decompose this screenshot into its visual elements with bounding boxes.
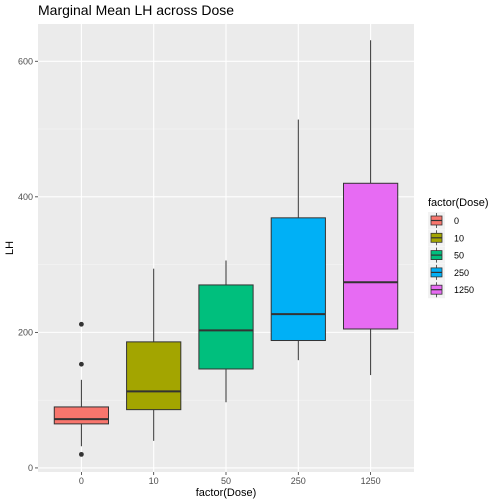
boxes bbox=[53, 40, 399, 457]
box-body bbox=[343, 182, 399, 330]
legend-label: 1250 bbox=[454, 285, 474, 295]
box-10 bbox=[126, 268, 182, 441]
y-axis-title: LH bbox=[4, 241, 16, 255]
box-50 bbox=[198, 260, 254, 403]
x-tick-label: 250 bbox=[291, 476, 306, 486]
legend-item: 10 bbox=[428, 229, 464, 247]
x-tick-label: 10 bbox=[149, 476, 159, 486]
chart-title: Marginal Mean LH across Dose bbox=[38, 2, 234, 18]
legend: factor(Dose) 0 10 50 250 1250 bbox=[428, 197, 489, 299]
legend-title: factor(Dose) bbox=[428, 197, 489, 209]
x-tick-label: 50 bbox=[221, 476, 231, 486]
box-250 bbox=[270, 119, 326, 361]
legend-item: 50 bbox=[428, 246, 464, 264]
y-tick-label: 400 bbox=[18, 192, 33, 202]
box-body bbox=[53, 406, 109, 425]
box-1250 bbox=[343, 40, 399, 376]
y-tick-label: 0 bbox=[28, 463, 33, 473]
legend-item: 0 bbox=[428, 212, 459, 229]
box-body bbox=[270, 217, 326, 342]
y-tick-label: 600 bbox=[18, 56, 33, 66]
legend-label: 50 bbox=[454, 251, 464, 261]
x-axis-ticks: 0 10 50 250 1250 bbox=[79, 472, 381, 486]
outlier-point bbox=[78, 451, 84, 457]
box-body bbox=[198, 284, 254, 370]
legend-label: 250 bbox=[454, 268, 469, 278]
x-axis-title: factor(Dose) bbox=[196, 487, 257, 499]
box-body bbox=[126, 341, 182, 411]
outlier-point bbox=[78, 321, 84, 327]
outlier-point bbox=[78, 361, 84, 367]
legend-label: 0 bbox=[454, 216, 459, 226]
legend-label: 10 bbox=[454, 233, 464, 243]
y-axis-ticks: 0 200 400 600 bbox=[18, 56, 38, 473]
legend-item: 250 bbox=[428, 263, 469, 281]
box-0 bbox=[53, 321, 109, 457]
y-tick-label: 200 bbox=[18, 327, 33, 337]
x-tick-label: 0 bbox=[79, 476, 84, 486]
legend-item: 1250 bbox=[428, 281, 474, 299]
x-tick-label: 1250 bbox=[361, 476, 381, 486]
